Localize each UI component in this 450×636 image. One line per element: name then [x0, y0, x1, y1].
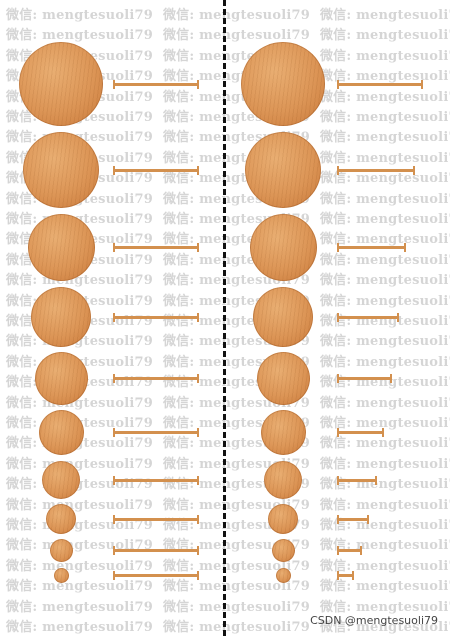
measure-bar	[337, 243, 406, 252]
measure-bar	[113, 374, 199, 383]
watermark-text: 微信: mengtesuoli79	[319, 497, 450, 513]
watermark-text: 微信: mengtesuoli79	[6, 456, 153, 472]
measure-bar	[337, 476, 377, 485]
watermark-text: 微信: mengtesuoli79	[6, 579, 153, 595]
watermark-text: 微信: mengtesuoli79	[319, 252, 450, 268]
measure-bar	[337, 313, 399, 322]
watermark-text: 微信: mengtesuoli79	[6, 8, 153, 23]
watermark-row: 微信: mengtesuoli79 微信: mengtesuoli79 微信: me…	[6, 596, 450, 615]
watermark-text: 微信: mengtesuoli79	[6, 620, 153, 635]
watermark-text: 微信: mengtesuoli79	[319, 89, 450, 105]
wood-disk	[253, 287, 313, 347]
wood-disk	[275, 567, 291, 583]
watermark-text: 微信: mengtesuoli79	[319, 334, 450, 350]
watermark-text: 微信: mengtesuoli79	[162, 28, 310, 44]
wood-disk	[19, 42, 103, 126]
measure-bar	[113, 243, 199, 252]
wood-disk	[46, 504, 76, 534]
wood-disk	[241, 42, 325, 126]
measure-bar	[113, 476, 199, 485]
watermark-text: 微信: mengtesuoli79	[162, 8, 310, 23]
wood-disk	[49, 538, 73, 562]
watermark-text: 微信: mengtesuoli79	[319, 354, 450, 370]
measure-bar	[337, 428, 384, 437]
watermark-text: 微信: mengtesuoli79	[162, 599, 310, 615]
measure-bar	[113, 313, 199, 322]
wood-disk	[256, 351, 310, 405]
wood-disk	[268, 504, 298, 534]
wood-disk	[23, 132, 99, 208]
watermark-text: 微信: mengtesuoli79	[319, 171, 450, 187]
watermark-text: 微信: mengtesuoli79	[319, 69, 450, 85]
watermark-text: 微信: mengtesuoli79	[319, 8, 450, 23]
watermark-text: 微信: mengtesuoli79	[319, 558, 450, 574]
wood-disk	[260, 409, 306, 455]
watermark-text: 微信: mengtesuoli79	[319, 599, 450, 615]
watermark-text: 微信: mengtesuoli79	[319, 150, 450, 166]
measure-bar	[337, 374, 392, 383]
wood-disk	[38, 409, 84, 455]
watermark-row: 微信: mengtesuoli79 微信: mengtesuoli79 微信: me…	[6, 24, 450, 43]
watermark-text: 微信: mengtesuoli79	[319, 110, 450, 125]
measure-bar	[113, 80, 199, 89]
watermark-text: 微信: mengtesuoli79	[319, 273, 450, 289]
wood-disk	[27, 213, 95, 281]
measure-bar	[337, 166, 415, 175]
wood-disk	[245, 132, 321, 208]
watermark-text: 微信: mengtesuoli79	[319, 293, 450, 309]
watermark-text: 微信: mengtesuoli79	[319, 436, 450, 452]
measure-bar	[337, 80, 423, 89]
measure-bar	[113, 515, 199, 524]
watermark-text: 微信: mengtesuoli79	[162, 620, 310, 635]
wood-disk	[42, 461, 80, 499]
wood-disk	[31, 287, 91, 347]
wood-disk	[249, 213, 317, 281]
measure-bar	[113, 428, 199, 437]
wood-disk	[264, 461, 302, 499]
watermark-text: 微信: mengtesuoli79	[319, 191, 450, 207]
watermark-text: 微信: mengtesuoli79	[319, 416, 450, 431]
watermark-text: 微信: mengtesuoli79	[319, 456, 450, 472]
credit-text: CSDN @mengtesuoli79	[310, 614, 438, 627]
watermark-text: 微信: mengtesuoli79	[6, 497, 153, 513]
watermark-text: 微信: mengtesuoli79	[319, 130, 450, 146]
watermark-text: 微信: mengtesuoli79	[319, 48, 450, 64]
watermark-text: 微信: mengtesuoli79	[319, 395, 450, 411]
watermark-text: 微信: mengtesuoli79	[319, 212, 450, 227]
watermark-text: 微信: mengtesuoli79	[319, 28, 450, 44]
watermark-row: 微信: mengtesuoli79 微信: mengtesuoli79 微信: me…	[6, 4, 450, 23]
measure-bar	[337, 546, 362, 555]
watermark-text: 微信: mengtesuoli79	[319, 579, 450, 595]
measure-bar	[113, 571, 199, 580]
measure-bar	[113, 166, 199, 175]
watermark-text: 微信: mengtesuoli79	[6, 28, 153, 44]
measure-bar	[337, 515, 369, 524]
watermark-text: 微信: mengtesuoli79	[6, 599, 153, 615]
watermark-text: 微信: mengtesuoli79	[6, 558, 153, 574]
wood-disk	[53, 567, 69, 583]
wood-disk	[271, 538, 295, 562]
wood-disk	[34, 351, 88, 405]
center-dashed-divider	[223, 0, 226, 636]
measure-bar	[113, 546, 199, 555]
measure-bar	[337, 571, 354, 580]
